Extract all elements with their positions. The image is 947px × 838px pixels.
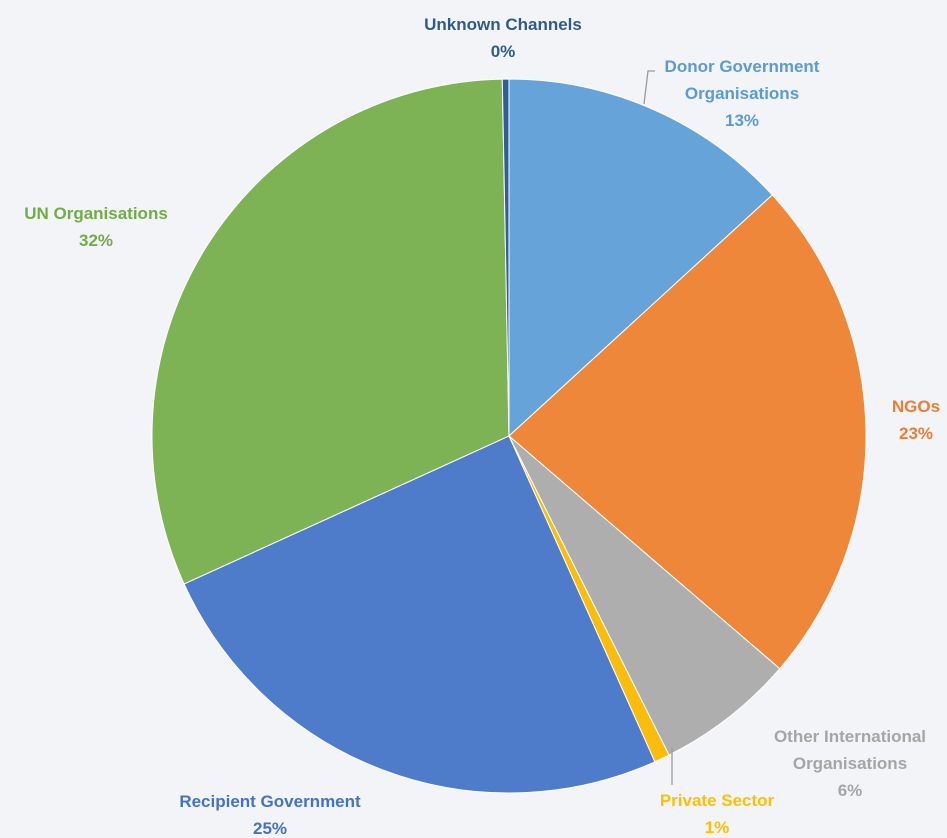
data-label-percent: 32%: [79, 231, 113, 250]
data-label-percent: 23%: [899, 424, 933, 443]
data-label-category: Private Sector: [660, 791, 775, 810]
data-label-ngos: NGOs 23%: [892, 397, 940, 443]
data-label-unknown-channels: Unknown Channels 0%: [424, 15, 582, 61]
pie-slice-donor-government-organisations: [508, 78, 773, 438]
data-label-un-organisations: UN Organisations 32%: [24, 204, 168, 250]
data-labels-layer: Donor Government Organisations 13% NGOs 23% O…: [24, 15, 940, 838]
pie-slice-recipient-government: [183, 435, 656, 794]
slices-layer: [151, 78, 867, 794]
data-label-category: Other International: [774, 727, 926, 746]
data-label-donor-government-organisations: Donor Government Organisations 13%: [665, 57, 820, 130]
pie-slice-un-organisations: [151, 78, 510, 585]
data-label-recipient-government: Recipient Government 25%: [179, 792, 361, 838]
leader-line-donor-government-organisations: [643, 70, 655, 105]
pie-slice-unknown-channels: [501, 78, 510, 437]
data-label-category: NGOs: [892, 397, 940, 416]
data-label-category: Unknown Channels: [424, 15, 582, 34]
data-label-category: Organisations: [685, 84, 799, 103]
data-label-percent: 25%: [253, 819, 287, 838]
data-label-other-international-organisations: Other International Organisations 6%: [774, 727, 926, 800]
data-label-percent: 6%: [838, 781, 863, 800]
data-label-category: Donor Government: [665, 57, 820, 76]
data-label-percent: 0%: [491, 42, 516, 61]
pie-slice-ngos: [508, 194, 867, 670]
data-label-category: Recipient Government: [179, 792, 361, 811]
data-label-category: UN Organisations: [24, 204, 168, 223]
leader-lines-layer: [643, 70, 673, 785]
data-label-private-sector: Private Sector 1%: [660, 791, 775, 837]
data-label-percent: 1%: [705, 818, 730, 837]
data-label-category: Organisations: [793, 754, 907, 773]
data-label-percent: 13%: [725, 111, 759, 130]
